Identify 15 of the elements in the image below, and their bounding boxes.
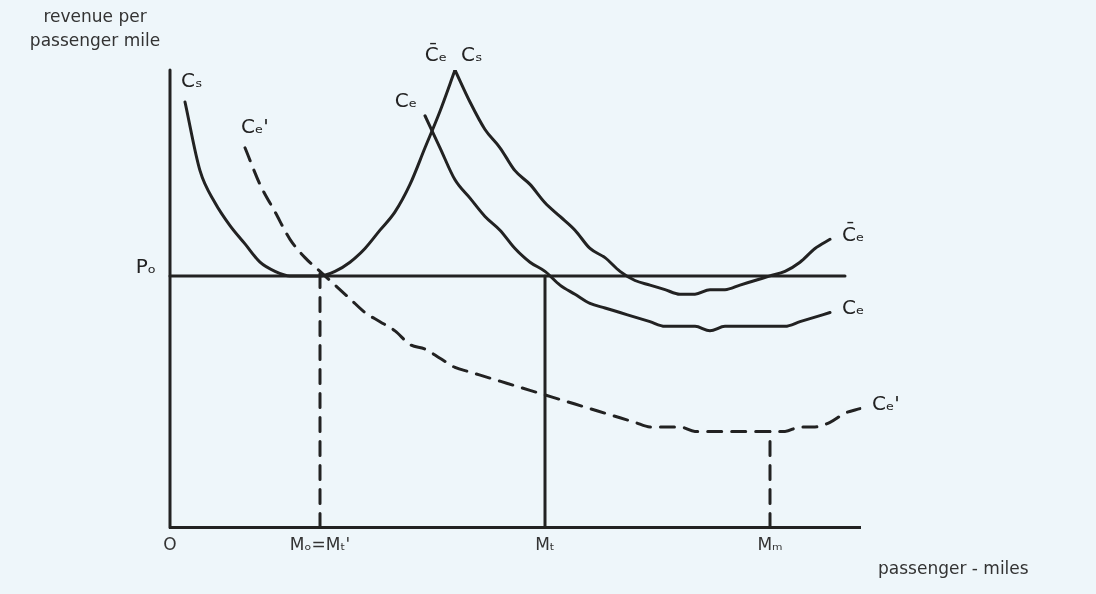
text: Cₛ bbox=[181, 68, 203, 93]
series-label: Cₛ bbox=[461, 42, 483, 67]
text: Cₑ bbox=[842, 294, 865, 319]
y-axis-title: revenue per passenger mile bbox=[28, 5, 162, 52]
x-tick-label: O bbox=[163, 534, 177, 555]
text: Cₑ' bbox=[872, 390, 900, 415]
series-label: Cₑ' bbox=[241, 114, 269, 138]
x-tick-label: Mₘ bbox=[757, 534, 783, 555]
x-axis-title: passenger - miles bbox=[878, 558, 1029, 578]
x-tick-label: Mₜ bbox=[535, 534, 555, 555]
series-label: Cₑ bbox=[394, 87, 417, 112]
text: C̄ₑ bbox=[842, 221, 865, 246]
ref-line-label: Pₒ bbox=[135, 254, 156, 279]
x-tick-label: Mₒ=Mₜ' bbox=[289, 534, 351, 555]
series-label: C̄ₑ bbox=[424, 41, 447, 67]
